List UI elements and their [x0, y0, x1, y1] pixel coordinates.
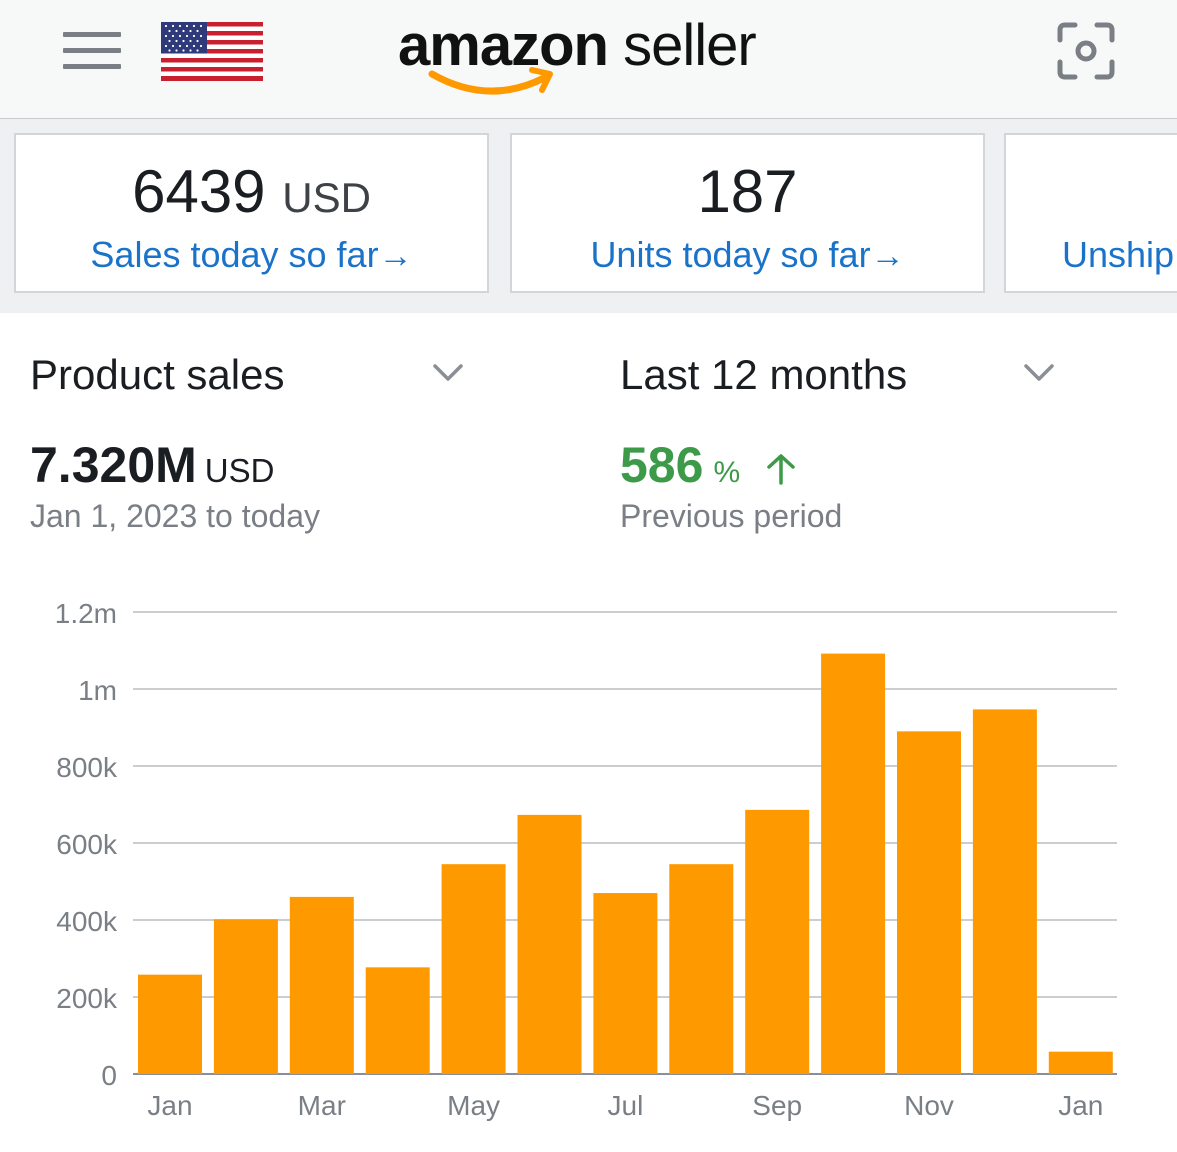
us-flag-icon[interactable] — [161, 22, 263, 81]
y-tick-label: 1.2m — [55, 598, 117, 629]
y-tick-label: 1m — [78, 675, 117, 706]
x-tick-label: Jan — [147, 1090, 192, 1121]
bar-jun-5 — [517, 814, 582, 1074]
period-dropdown[interactable]: Last 12 months — [620, 350, 1060, 400]
hamburger-icon[interactable] — [63, 32, 121, 70]
x-tick-label: May — [447, 1090, 500, 1121]
bar-sep-8 — [745, 809, 810, 1074]
y-tick-label: 200k — [56, 983, 118, 1014]
metric-dropdown-label: Product sales — [30, 351, 285, 398]
chevron-down-icon — [433, 364, 463, 381]
change-percent-value: 586% — [620, 437, 741, 493]
y-tick-label: 600k — [56, 829, 118, 860]
units-today-link[interactable]: Units today so far→ — [590, 234, 905, 275]
sales-today-card[interactable]: 6439 USD Sales today so far→ — [14, 133, 489, 293]
bar-jul-6 — [593, 893, 658, 1074]
y-tick-label: 800k — [56, 752, 118, 783]
bar-may-4 — [441, 864, 506, 1074]
amazon-seller-logo: amazon seller — [398, 8, 788, 100]
unshipped-card[interactable]: Unship — [1004, 133, 1177, 293]
bar-aug-7 — [669, 864, 734, 1074]
product-sales-bar-chart: 0 200k 400k 600k 800k 1m 1.2m Jan Mar May Jul Sep No… — [55, 598, 1117, 1121]
y-tick-label: 0 — [101, 1060, 117, 1091]
amazon-smile-icon — [428, 67, 553, 95]
x-tick-label: Jul — [608, 1090, 644, 1121]
previous-period-label: Previous period — [620, 498, 843, 534]
y-tick-label: 400k — [56, 906, 118, 937]
logo-wordmark: amazon seller — [398, 13, 757, 78]
bar-oct-9 — [821, 653, 886, 1074]
total-sales-value: 7.320M USD — [30, 437, 275, 493]
bar-apr-3 — [365, 967, 430, 1074]
units-today-value: 187 — [697, 158, 798, 225]
bar-dec-11 — [972, 709, 1037, 1074]
x-tick-label: Mar — [298, 1090, 346, 1121]
bar-nov-10 — [897, 731, 961, 1074]
bar-feb-1 — [213, 919, 278, 1074]
app-header: amazon seller — [0, 0, 1177, 119]
unshipped-link[interactable]: Unship — [1062, 234, 1175, 275]
x-tick-label: Sep — [752, 1090, 802, 1121]
metric-cards-strip: 6439 USD Sales today so far→ 187 Units t… — [0, 119, 1177, 313]
chevron-down-icon — [1024, 364, 1054, 381]
scan-camera-icon[interactable] — [1057, 22, 1115, 80]
x-tick-label: Jan — [1058, 1090, 1103, 1121]
arrow-right-icon: → — [870, 237, 905, 275]
bar-mar-2 — [289, 896, 354, 1074]
bar-jan-12 — [1048, 1051, 1113, 1074]
total-sales-range: Jan 1, 2023 to today — [30, 498, 320, 534]
arrow-right-icon: → — [378, 237, 413, 275]
sales-today-value: 6439 USD — [132, 158, 371, 225]
period-dropdown-label: Last 12 months — [620, 351, 908, 398]
units-today-card[interactable]: 187 Units today so far→ — [510, 133, 985, 293]
x-tick-label: Nov — [904, 1090, 954, 1121]
arrow-up-icon — [767, 454, 795, 485]
metric-dropdown[interactable]: Product sales — [30, 350, 470, 400]
sales-today-link[interactable]: Sales today so far→ — [90, 234, 413, 275]
bar-jan-0 — [138, 974, 202, 1074]
